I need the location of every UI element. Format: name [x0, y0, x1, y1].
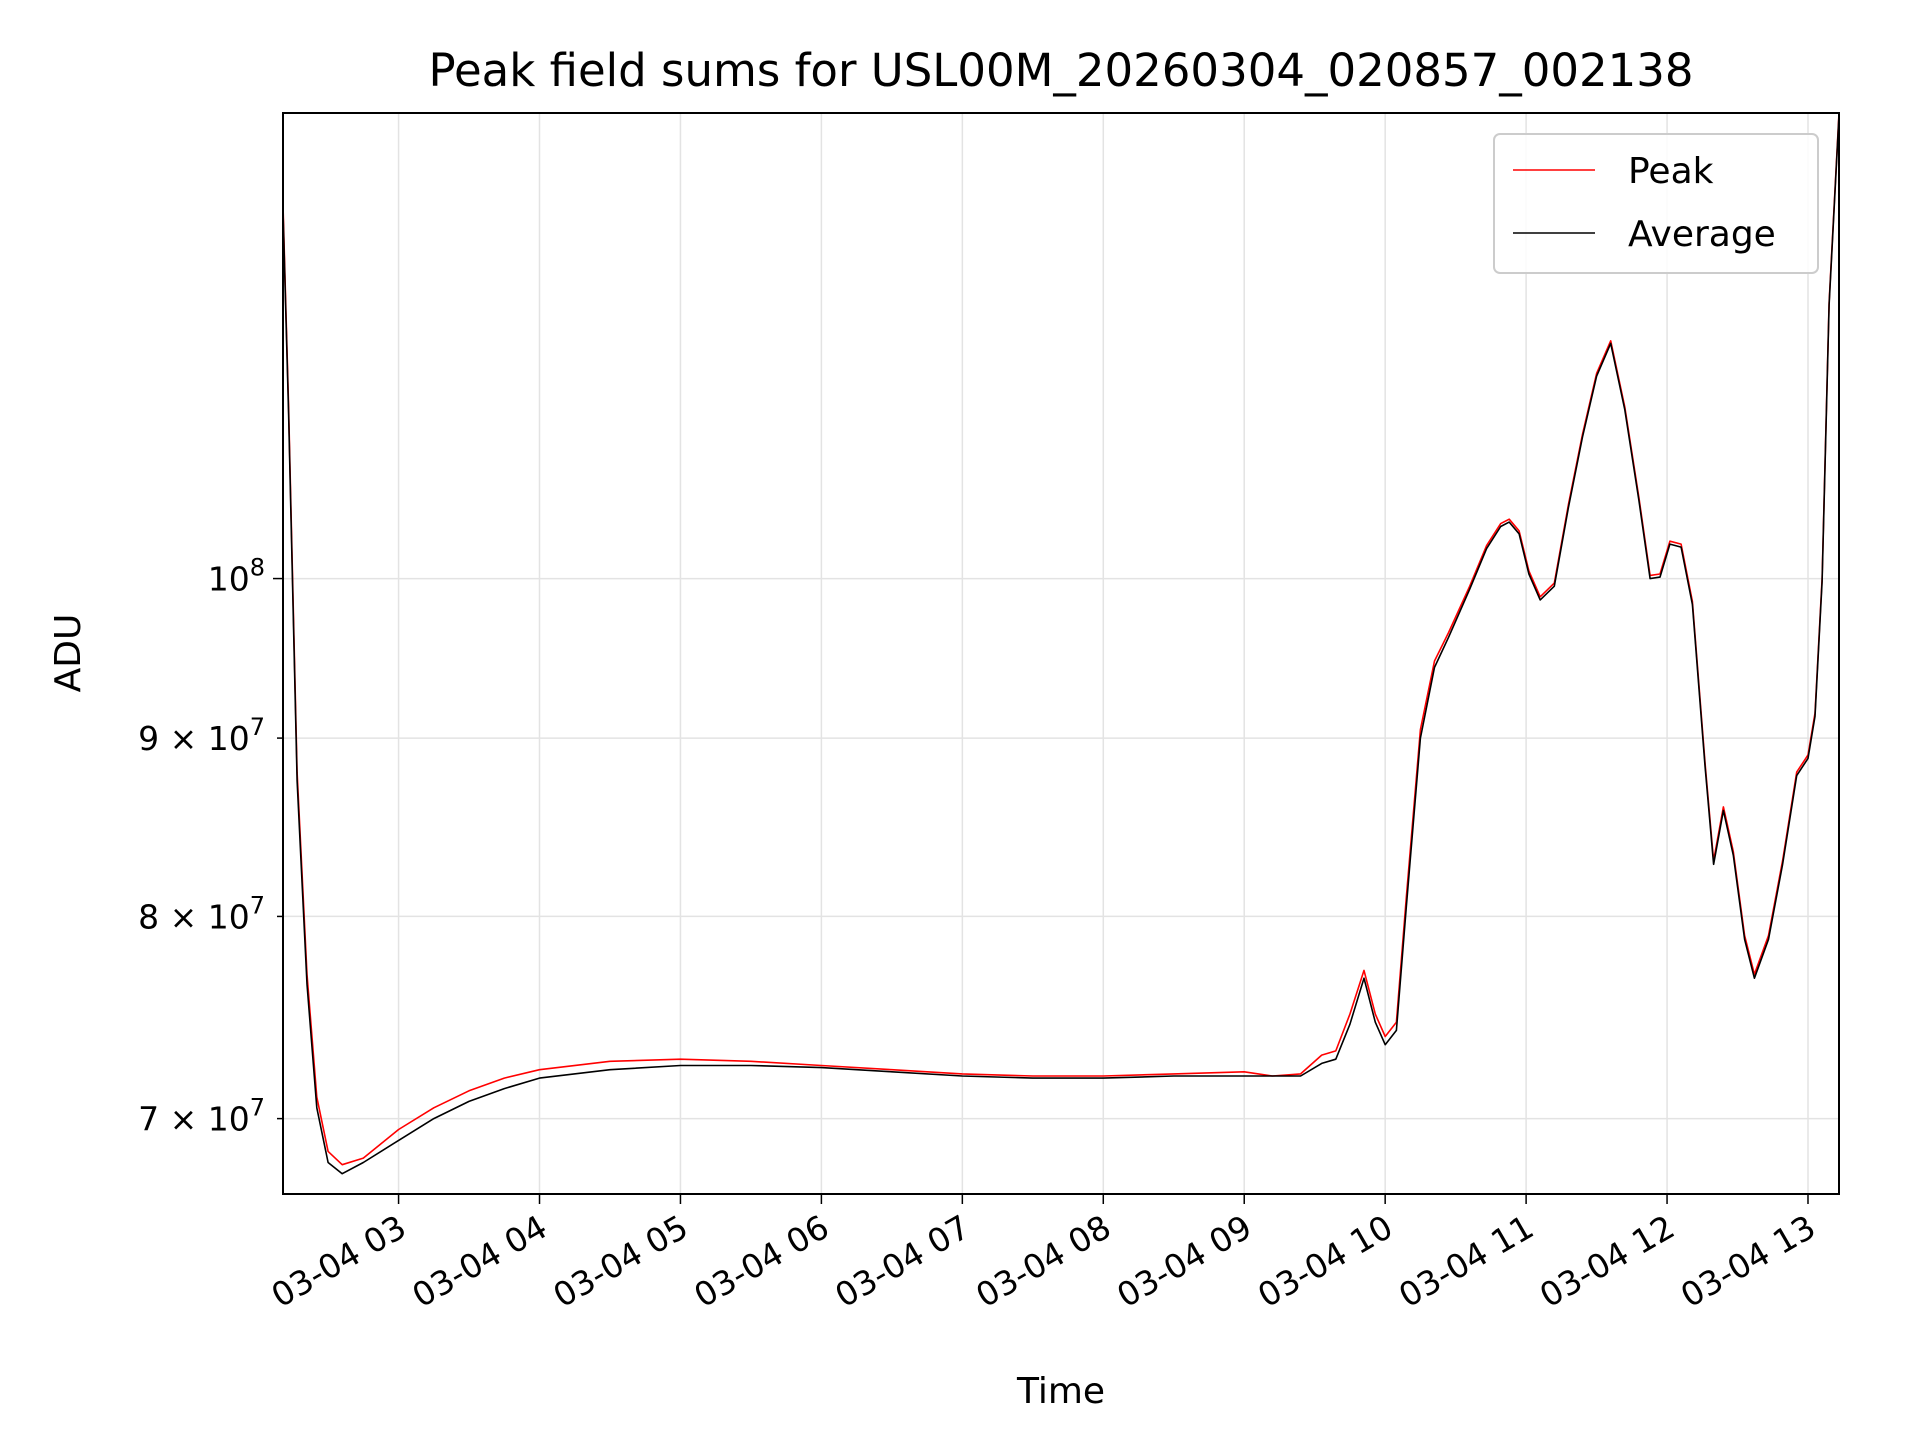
y-tick-label: 7 × 107: [138, 1094, 265, 1139]
y-tick-label: 108: [208, 554, 265, 599]
legend-box: [1493, 133, 1819, 274]
legend-label-peak: Peak: [1628, 151, 1714, 192]
y-tick-label: 9 × 107: [138, 713, 265, 758]
y-axis-label: ADU: [48, 614, 89, 693]
chart-title: Peak field sums for USL00M_20260304_0208…: [428, 44, 1693, 97]
legend: Peak Average: [1493, 133, 1819, 274]
y-axis: 7 × 107 8 × 107 9 × 107 108: [138, 554, 283, 1139]
series-line-average: [283, 115, 1839, 1175]
grid-lines: [283, 113, 1839, 1194]
y-tick-label: 8 × 107: [138, 891, 265, 936]
series-lines: [283, 113, 1839, 1175]
legend-label-average: Average: [1628, 214, 1776, 255]
plot-frame: [282, 112, 1840, 1195]
x-axis-label: Time: [1016, 1371, 1105, 1412]
